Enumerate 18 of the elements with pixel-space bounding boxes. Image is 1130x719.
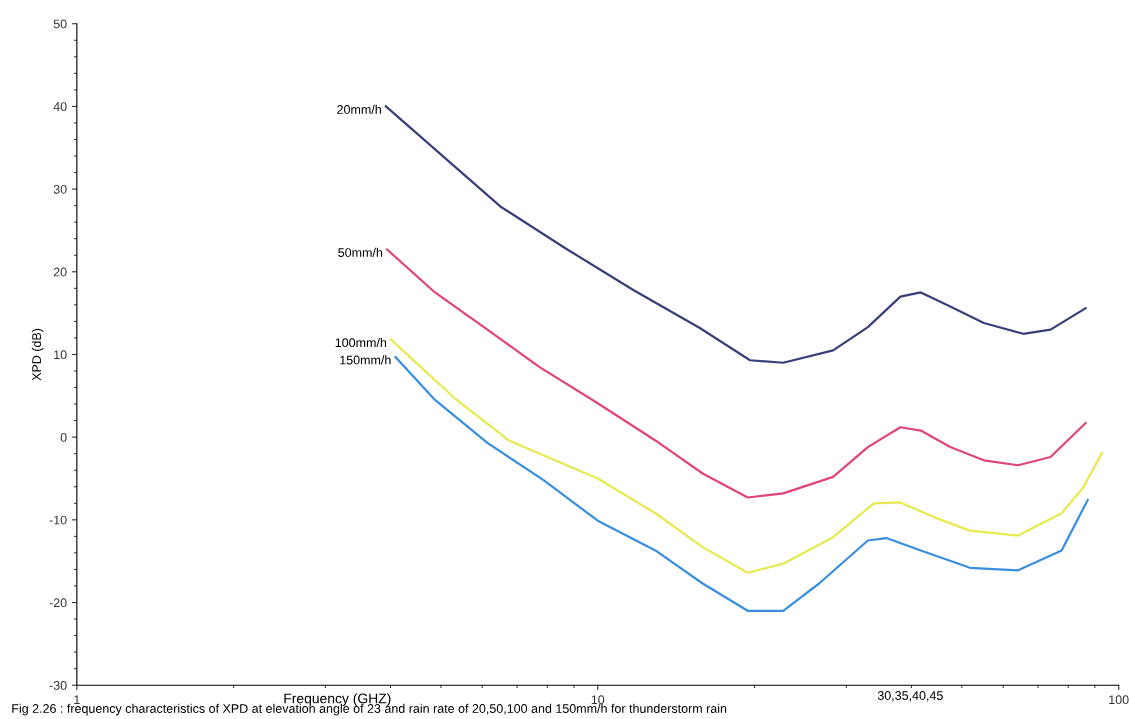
series-label: 50mm/h: [338, 247, 383, 257]
y-tick-label: 0: [60, 432, 67, 442]
series-label: 20mm/h: [337, 104, 381, 114]
y-tick-label: 20: [53, 267, 67, 277]
series-label: 100mm/h: [335, 337, 387, 348]
y-tick-label: 50: [53, 19, 67, 29]
y-tick-label: -20: [49, 598, 67, 608]
x-tick-label: 100: [1109, 695, 1129, 705]
y-tick-label: -10: [49, 515, 67, 525]
x-tick-label: 10: [591, 695, 605, 705]
y-tick-label: 10: [54, 350, 67, 360]
y-axis-title: XPD (dB): [31, 328, 44, 381]
series-label: 150mm/h: [340, 355, 391, 365]
y-tick-label: 30: [53, 184, 67, 194]
y-tick-label: -30: [49, 681, 67, 690]
x-tick-label: 1: [74, 695, 80, 704]
y-tick-label: 40: [53, 102, 67, 112]
text: 30,35,40,45: [877, 691, 943, 702]
